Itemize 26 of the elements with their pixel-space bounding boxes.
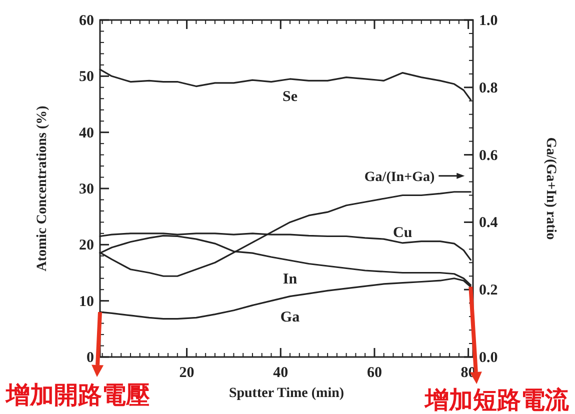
y-tick-label: 10 [79, 294, 94, 310]
annotation: 增加短路電流 [424, 385, 570, 414]
annotation: 增加開路電壓 [5, 380, 151, 409]
y2-tick-label: 0.4 [479, 215, 498, 232]
x-tick-label: 20 [179, 365, 194, 381]
series-label: Ga [280, 309, 300, 326]
x-tick-label: 40 [273, 365, 288, 381]
y2-tick-label: 0.8 [479, 80, 498, 96]
y2-tick-label: 0.6 [479, 148, 498, 164]
series-label: Se [282, 88, 298, 105]
y2-tick-label: 0.0 [479, 350, 498, 366]
y-axis-title: Atomic Concentrations (%) [35, 105, 50, 272]
y-tick-label: 0 [86, 350, 94, 366]
y-tick-label: 20 [79, 238, 94, 254]
series-label: Cu [393, 224, 412, 241]
y2-axis-title: Ga/(Ga+In) ratio [543, 137, 558, 240]
series-label: In [282, 271, 298, 288]
legend-label: Ga/(In+Ga) [364, 170, 435, 185]
y2-tick-label: 0.2 [479, 282, 498, 299]
y-tick-label: 40 [79, 125, 94, 142]
x-tick-label: 60 [366, 365, 382, 381]
y2-tick-label: 1.0 [479, 13, 498, 29]
x-axis-title: Sputter Time (min) [228, 386, 344, 401]
y-tick-label: 50 [79, 69, 94, 86]
y-tick-label: 60 [79, 13, 94, 29]
y-tick-label: 30 [79, 182, 94, 198]
